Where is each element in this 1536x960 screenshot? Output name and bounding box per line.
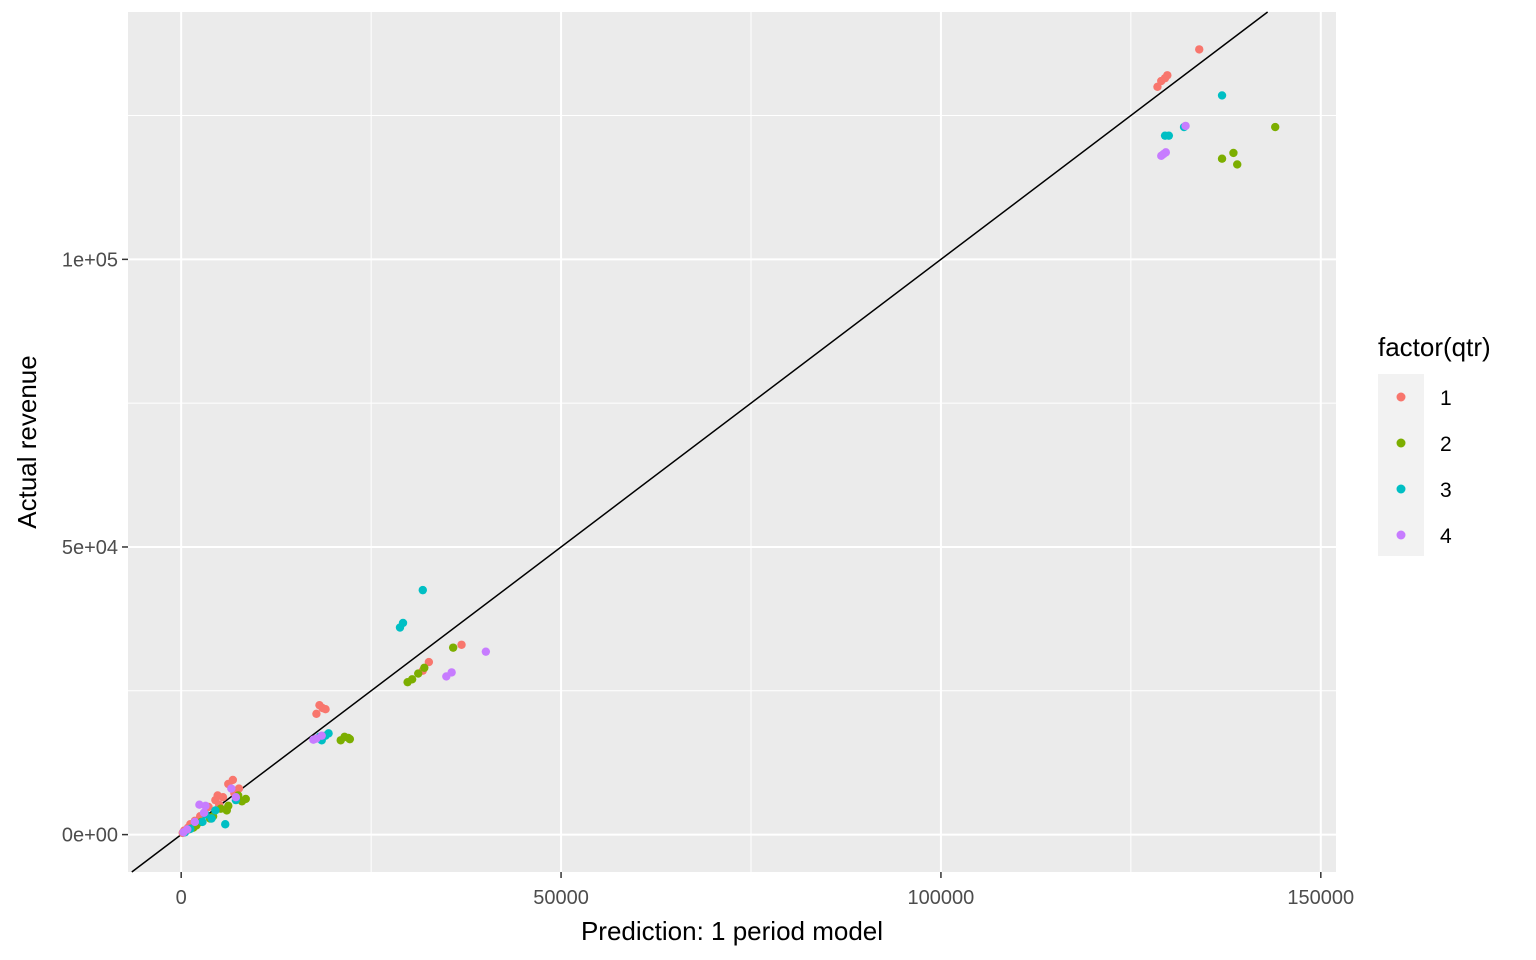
legend: factor(qtr) 1 2 3 4 bbox=[1378, 332, 1491, 556]
data-point bbox=[1181, 121, 1190, 131]
data-point bbox=[395, 623, 405, 632]
data-point bbox=[199, 808, 209, 817]
data-points bbox=[178, 45, 1280, 838]
x-axis-ticks: 0 50000 100000 150000 bbox=[176, 872, 1354, 909]
legend-items: 1 2 3 4 bbox=[1396, 387, 1452, 548]
data-point bbox=[457, 640, 466, 649]
data-point bbox=[1233, 160, 1242, 169]
data-point bbox=[336, 736, 345, 745]
legend-key-2 bbox=[1396, 438, 1406, 448]
data-point bbox=[201, 801, 210, 811]
series-4 bbox=[179, 121, 1190, 837]
legend-key-4 bbox=[1396, 530, 1406, 540]
data-point bbox=[418, 585, 427, 595]
data-point bbox=[481, 647, 491, 656]
data-point bbox=[1217, 91, 1227, 100]
plot-panel bbox=[128, 12, 1336, 872]
x-axis-title: Prediction: 1 period model bbox=[581, 916, 883, 946]
data-point bbox=[1159, 149, 1168, 159]
data-point bbox=[1153, 82, 1162, 91]
data-point bbox=[179, 828, 188, 837]
data-point bbox=[231, 793, 241, 802]
x-tick-label: 0 bbox=[176, 887, 187, 909]
y-tick-label: 0e+00 bbox=[62, 825, 118, 847]
data-point bbox=[1217, 154, 1227, 163]
legend-key-background bbox=[1378, 374, 1424, 556]
y-tick-label: 5e+04 bbox=[62, 537, 118, 559]
y-axis-ticks: 0e+00 5e+04 1e+05 bbox=[62, 249, 128, 847]
data-point bbox=[190, 817, 200, 827]
reference-line-group bbox=[131, 11, 1269, 873]
data-point bbox=[198, 817, 207, 827]
legend-label-1: 1 bbox=[1440, 387, 1452, 410]
data-point bbox=[345, 734, 355, 744]
data-point bbox=[1163, 71, 1172, 80]
major-gridlines bbox=[128, 12, 1336, 872]
data-point bbox=[424, 657, 434, 667]
data-point bbox=[442, 672, 451, 681]
data-point bbox=[207, 814, 216, 823]
data-point bbox=[1229, 148, 1238, 158]
minor-gridlines bbox=[128, 12, 1336, 872]
data-point bbox=[1271, 122, 1280, 132]
data-point bbox=[420, 663, 429, 672]
x-tick-label: 50000 bbox=[533, 887, 589, 909]
y-tick-label: 1e+05 bbox=[62, 249, 118, 271]
data-point bbox=[448, 643, 458, 652]
legend-label-4: 4 bbox=[1440, 525, 1452, 548]
data-point bbox=[227, 784, 236, 793]
data-point bbox=[1195, 45, 1204, 54]
legend-title: factor(qtr) bbox=[1378, 332, 1491, 362]
legend-key-1 bbox=[1396, 392, 1406, 402]
data-point bbox=[407, 675, 417, 684]
identity-line bbox=[131, 11, 1269, 873]
legend-label-3: 3 bbox=[1440, 479, 1452, 502]
data-point bbox=[211, 806, 220, 815]
legend-key-3 bbox=[1396, 484, 1406, 494]
x-tick-label: 150000 bbox=[1287, 887, 1354, 909]
data-point bbox=[321, 705, 330, 714]
data-point bbox=[309, 735, 318, 744]
data-point bbox=[221, 820, 230, 829]
x-tick-label: 100000 bbox=[908, 887, 975, 909]
y-axis-title: Actual revenue bbox=[12, 355, 42, 528]
data-point bbox=[1164, 131, 1174, 140]
data-point bbox=[414, 669, 423, 678]
data-point bbox=[312, 709, 321, 719]
legend-label-2: 2 bbox=[1440, 433, 1452, 456]
